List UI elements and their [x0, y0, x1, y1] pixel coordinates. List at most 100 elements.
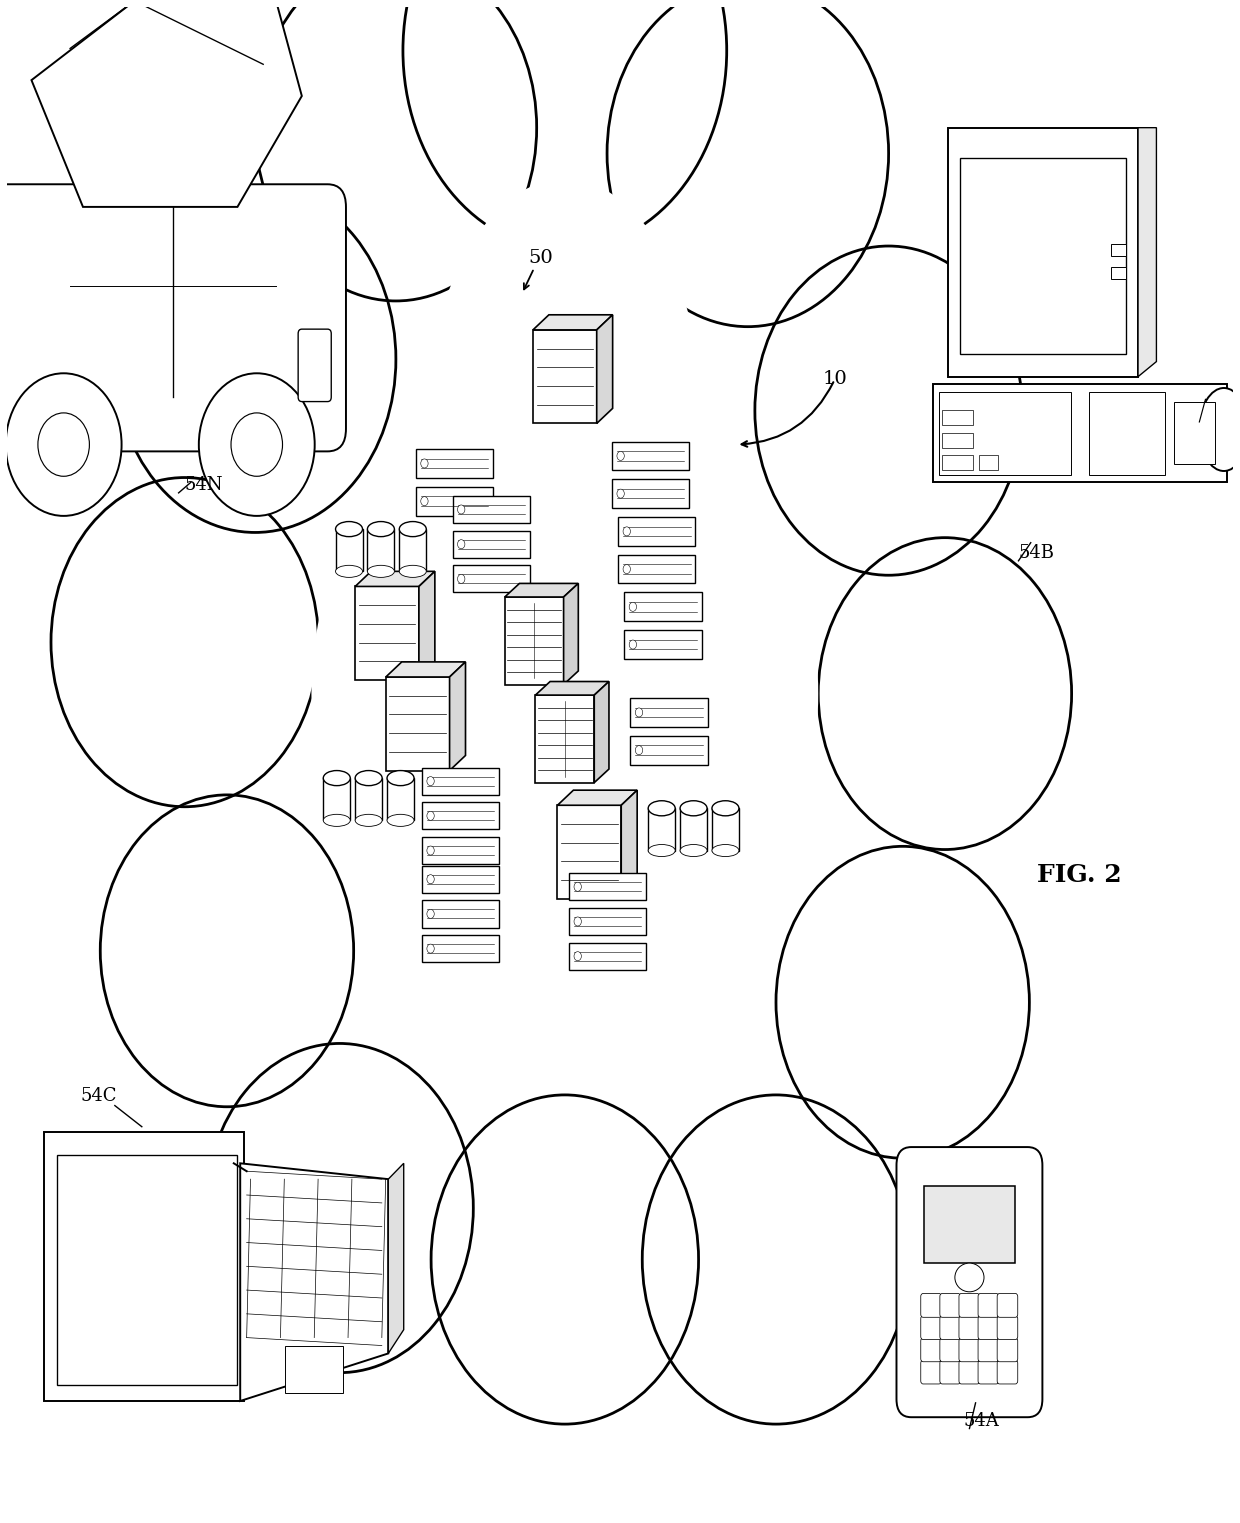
FancyBboxPatch shape — [536, 694, 594, 783]
Circle shape — [622, 565, 630, 574]
Circle shape — [6, 373, 122, 516]
FancyBboxPatch shape — [997, 1316, 1018, 1340]
Ellipse shape — [324, 815, 350, 827]
FancyBboxPatch shape — [921, 1337, 941, 1362]
Circle shape — [420, 496, 428, 506]
Circle shape — [458, 574, 465, 583]
Polygon shape — [31, 2, 301, 207]
Ellipse shape — [336, 521, 362, 536]
Circle shape — [427, 845, 434, 854]
FancyBboxPatch shape — [959, 1337, 980, 1362]
FancyBboxPatch shape — [997, 1360, 1018, 1384]
FancyBboxPatch shape — [422, 865, 500, 892]
FancyBboxPatch shape — [558, 806, 621, 899]
FancyBboxPatch shape — [298, 329, 331, 402]
Polygon shape — [564, 583, 578, 684]
FancyBboxPatch shape — [613, 442, 689, 471]
Circle shape — [618, 451, 624, 460]
FancyBboxPatch shape — [997, 1337, 1018, 1362]
Circle shape — [427, 777, 434, 786]
FancyBboxPatch shape — [949, 128, 1138, 376]
Circle shape — [427, 909, 434, 918]
FancyBboxPatch shape — [505, 597, 564, 684]
Circle shape — [206, 1043, 474, 1372]
FancyBboxPatch shape — [959, 1360, 980, 1384]
FancyBboxPatch shape — [422, 768, 500, 795]
Circle shape — [427, 944, 434, 953]
FancyBboxPatch shape — [942, 433, 973, 448]
FancyBboxPatch shape — [959, 1316, 980, 1340]
FancyBboxPatch shape — [355, 778, 382, 821]
FancyBboxPatch shape — [924, 1186, 1014, 1264]
FancyBboxPatch shape — [980, 455, 998, 471]
Circle shape — [100, 795, 353, 1107]
FancyBboxPatch shape — [57, 1156, 237, 1384]
Circle shape — [114, 186, 396, 533]
Circle shape — [458, 539, 465, 548]
FancyBboxPatch shape — [386, 678, 450, 771]
Ellipse shape — [387, 815, 414, 827]
Ellipse shape — [712, 844, 739, 856]
Circle shape — [420, 458, 428, 468]
Ellipse shape — [593, 487, 818, 900]
FancyBboxPatch shape — [630, 698, 708, 726]
Polygon shape — [1138, 128, 1157, 376]
Circle shape — [403, 0, 727, 250]
Ellipse shape — [649, 844, 675, 856]
Ellipse shape — [324, 771, 350, 786]
FancyBboxPatch shape — [0, 184, 346, 451]
FancyBboxPatch shape — [422, 838, 500, 864]
FancyBboxPatch shape — [324, 778, 350, 821]
Circle shape — [629, 602, 636, 611]
FancyBboxPatch shape — [940, 1360, 961, 1384]
FancyBboxPatch shape — [367, 528, 394, 571]
FancyBboxPatch shape — [1111, 267, 1126, 279]
FancyBboxPatch shape — [619, 516, 696, 545]
FancyBboxPatch shape — [1174, 402, 1215, 465]
FancyBboxPatch shape — [978, 1316, 998, 1340]
Circle shape — [618, 489, 624, 498]
FancyBboxPatch shape — [712, 809, 739, 850]
FancyBboxPatch shape — [978, 1337, 998, 1362]
Polygon shape — [533, 315, 613, 330]
Text: 54A: 54A — [963, 1412, 999, 1430]
FancyBboxPatch shape — [939, 391, 1071, 475]
FancyBboxPatch shape — [940, 1337, 961, 1362]
Ellipse shape — [680, 801, 707, 816]
Polygon shape — [388, 1164, 404, 1354]
FancyBboxPatch shape — [355, 586, 419, 679]
FancyBboxPatch shape — [613, 480, 689, 509]
Text: 10: 10 — [822, 370, 847, 388]
Ellipse shape — [649, 801, 675, 816]
FancyBboxPatch shape — [1089, 391, 1166, 475]
Circle shape — [432, 1095, 698, 1424]
FancyBboxPatch shape — [997, 1293, 1018, 1317]
Circle shape — [818, 538, 1071, 850]
Ellipse shape — [712, 801, 739, 816]
FancyBboxPatch shape — [921, 1293, 941, 1317]
Ellipse shape — [203, 171, 926, 1217]
Polygon shape — [241, 1164, 388, 1401]
FancyBboxPatch shape — [649, 809, 675, 850]
FancyBboxPatch shape — [932, 384, 1226, 483]
FancyBboxPatch shape — [960, 158, 1126, 353]
Ellipse shape — [680, 844, 707, 856]
Ellipse shape — [367, 565, 394, 577]
Ellipse shape — [399, 565, 427, 577]
Ellipse shape — [438, 411, 692, 976]
Circle shape — [635, 708, 642, 717]
FancyBboxPatch shape — [942, 410, 973, 425]
FancyBboxPatch shape — [619, 554, 696, 583]
Ellipse shape — [387, 771, 414, 786]
FancyBboxPatch shape — [630, 736, 708, 765]
FancyBboxPatch shape — [569, 908, 646, 935]
FancyBboxPatch shape — [569, 873, 646, 900]
Ellipse shape — [955, 1263, 985, 1292]
Text: FIG. 2: FIG. 2 — [1038, 864, 1122, 888]
Circle shape — [198, 373, 315, 516]
FancyBboxPatch shape — [942, 455, 973, 471]
FancyBboxPatch shape — [453, 496, 529, 522]
Text: 50: 50 — [528, 250, 553, 268]
Circle shape — [427, 812, 434, 821]
FancyBboxPatch shape — [624, 592, 702, 621]
